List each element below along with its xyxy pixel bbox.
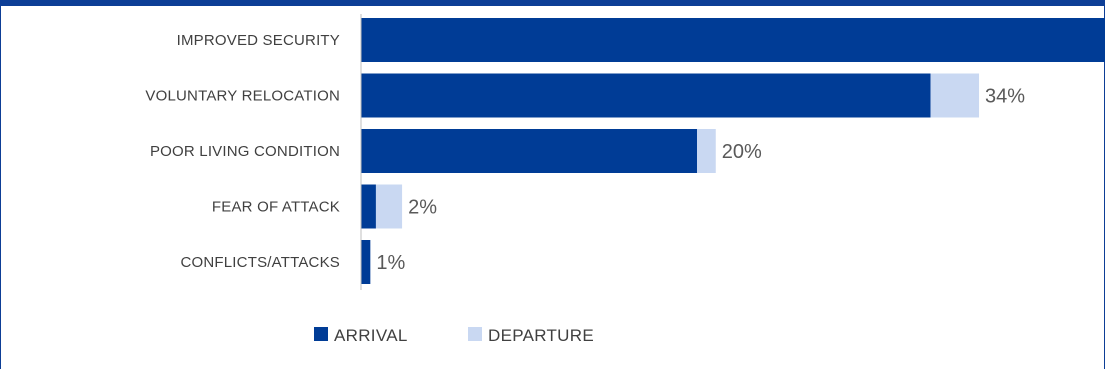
labels-group: IMPROVED SECURITY43%VOLUNTARY RELOCATION… (145, 32, 1025, 274)
bar-arrival-voluntary-relocation (361, 73, 931, 118)
bar-arrival-fear-of-attack (361, 184, 376, 229)
category-label-voluntary-relocation: VOLUNTARY RELOCATION (145, 88, 340, 105)
value-label-fear-of-attack: 2% (408, 197, 437, 219)
bars-group (361, 18, 1105, 284)
bar-arrival-poor-living-condition (361, 129, 698, 173)
legend-label-departure: DEPARTURE (488, 326, 594, 345)
category-label-conflicts-attacks: CONFLICTS/ATTACKS (180, 254, 340, 271)
category-label-fear-of-attack: FEAR OF ATTACK (212, 199, 340, 216)
legend: ARRIVAL DEPARTURE (314, 326, 594, 345)
legend-swatch-arrival (314, 327, 328, 341)
value-label-conflicts-attacks: 1% (376, 252, 405, 274)
bar-arrival-improved-security (361, 18, 1105, 62)
bar-departure-voluntary-relocation (930, 73, 980, 118)
value-label-poor-living-condition: 20% (722, 141, 762, 163)
legend-swatch-departure (468, 327, 482, 341)
category-label-improved-security: IMPROVED SECURITY (177, 32, 340, 49)
value-label-voluntary-relocation: 34% (985, 86, 1025, 108)
bar-arrival-conflicts-attacks (361, 240, 371, 284)
bar-departure-fear-of-attack (375, 184, 403, 229)
bar-departure-poor-living-condition (697, 129, 716, 173)
category-label-poor-living-condition: POOR LIVING CONDITION (150, 143, 340, 160)
legend-label-arrival: ARRIVAL (334, 326, 408, 345)
